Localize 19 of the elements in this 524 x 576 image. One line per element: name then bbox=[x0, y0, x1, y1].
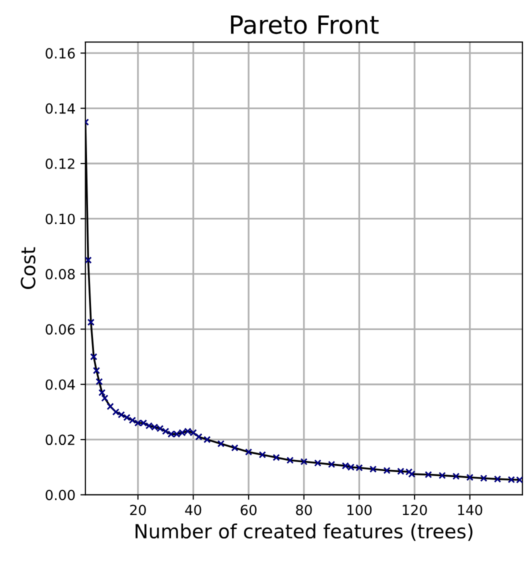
y-tick-label: 0.08 bbox=[46, 268, 75, 280]
x-tick-label: 80 bbox=[296, 504, 312, 516]
y-tick-label: 0.02 bbox=[46, 434, 74, 446]
x-tick-label: 20 bbox=[130, 504, 146, 516]
chart-title: Pareto Front bbox=[231, 15, 379, 34]
y-tick-label: 0.04 bbox=[46, 379, 75, 390]
y-tick-label: 0.00 bbox=[46, 490, 75, 500]
y-tick-label: 0.14 bbox=[46, 103, 75, 114]
y-tick-label: 0.10 bbox=[46, 214, 75, 224]
x-tick-label: 40 bbox=[185, 504, 202, 516]
y-tick-label: 0.16 bbox=[46, 48, 75, 59]
y-tick-label: 0.12 bbox=[46, 158, 74, 169]
y-tick-label: 0.06 bbox=[46, 324, 75, 335]
x-tick-label: 120 bbox=[402, 504, 427, 516]
x-tick-label: 100 bbox=[348, 504, 372, 516]
x-tick-label: 140 bbox=[458, 504, 482, 516]
x-tick-label: 60 bbox=[240, 504, 257, 516]
x-axis-title: Number of created features (trees) bbox=[136, 524, 472, 541]
y-axis-title: Cost bbox=[20, 247, 36, 289]
